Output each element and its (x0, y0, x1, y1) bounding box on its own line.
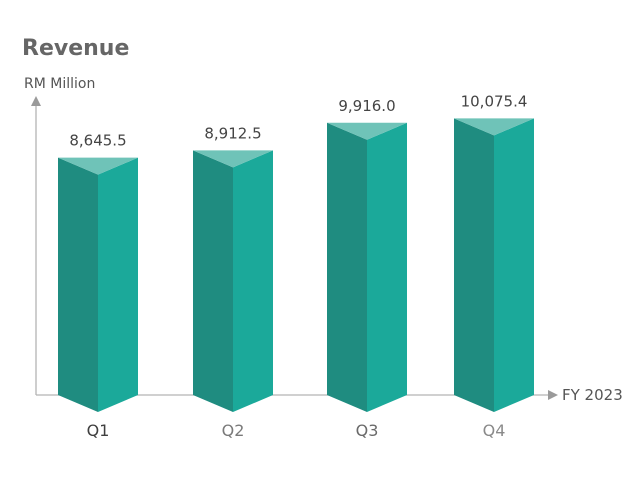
category-label: Q2 (222, 421, 245, 440)
bar-right-face (367, 122, 407, 412)
category-label: Q4 (483, 421, 506, 440)
bar-q4 (454, 118, 534, 412)
bar-q2 (193, 150, 273, 412)
chart-title: Revenue (22, 36, 129, 61)
bar-left-face (327, 122, 367, 412)
value-label: 10,075.4 (461, 92, 528, 110)
x-axis-label: FY 2023 (562, 386, 623, 404)
x-axis-arrow (548, 390, 558, 400)
bar-q1 (58, 157, 138, 412)
bar-right-face (98, 157, 138, 412)
bar-top-face (58, 157, 138, 175)
bar-top-face (454, 118, 534, 136)
category-label: Q3 (356, 421, 379, 440)
bar-left-face (193, 150, 233, 412)
bar-q3 (327, 122, 407, 412)
bar-right-face (233, 150, 273, 412)
bar-right-face (494, 118, 534, 412)
bar-left-face (454, 118, 494, 412)
y-axis-arrow (31, 96, 41, 106)
bar-top-face (327, 122, 407, 140)
bars-group: 8,645.5 Q1 8,912.5 Q2 9,916.0 Q3 10,075.4 Q4 (58, 92, 534, 440)
value-label: 8,645.5 (69, 132, 126, 150)
category-label: Q1 (87, 421, 110, 440)
value-label: 9,916.0 (338, 97, 395, 115)
value-label: 8,912.5 (204, 124, 261, 142)
bar-top-face (193, 150, 273, 168)
y-axis-label: RM Million (24, 76, 95, 92)
bar-left-face (58, 157, 98, 412)
